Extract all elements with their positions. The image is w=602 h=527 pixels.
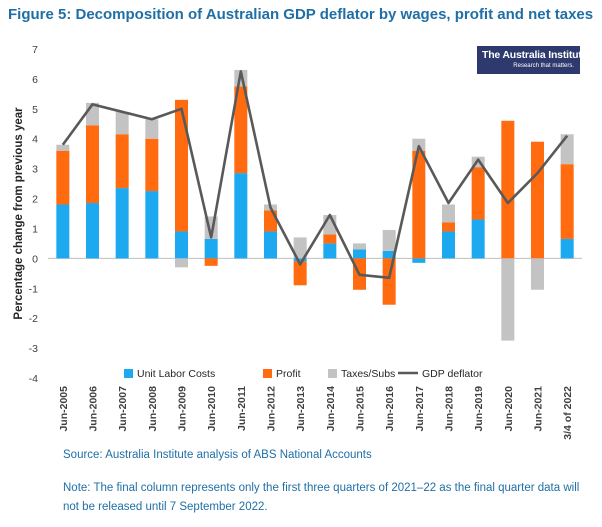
bar-unit-labor-costs xyxy=(293,258,307,262)
bar-taxes-subs xyxy=(56,144,70,151)
bar-profit xyxy=(175,99,188,232)
legend-profit-label: Profit xyxy=(276,368,301,380)
x-tick-label: Jun-2008 xyxy=(147,386,159,432)
chart-bars xyxy=(56,69,574,341)
legend-gdp-deflator-label: GDP deflator xyxy=(422,368,483,380)
legend-profit-swatch xyxy=(263,369,272,378)
legend-taxes-subs-swatch xyxy=(328,369,337,378)
bar-unit-labor-costs xyxy=(382,250,396,259)
bar-profit xyxy=(293,261,307,286)
y-tick-label: 3 xyxy=(32,164,38,176)
y-tick-label: 0 xyxy=(32,253,38,265)
y-tick-label: 1 xyxy=(32,223,38,235)
bar-taxes-subs xyxy=(115,111,129,135)
x-tick-label: Jun-2012 xyxy=(266,386,278,432)
y-tick-label: 5 xyxy=(32,104,38,116)
bar-profit xyxy=(382,258,396,305)
x-tick-label: Jun-2007 xyxy=(117,386,129,432)
x-tick-label: Jun-2016 xyxy=(384,386,396,432)
bar-taxes-subs xyxy=(442,204,455,223)
x-tick-label: Jun-2021 xyxy=(533,386,545,432)
bar-unit-labor-costs xyxy=(234,173,248,259)
x-tick-label: Jun-2005 xyxy=(58,386,70,432)
bar-profit xyxy=(145,138,159,192)
bar-profit xyxy=(560,164,574,239)
y-tick-label: -3 xyxy=(29,343,38,355)
bar-unit-labor-costs xyxy=(323,243,337,259)
bar-taxes-subs xyxy=(531,258,544,290)
x-tick-label: Jun-2020 xyxy=(503,386,515,432)
bar-taxes-subs xyxy=(412,138,426,151)
bar-unit-labor-costs xyxy=(115,188,129,259)
bar-taxes-subs xyxy=(353,243,366,250)
bar-profit xyxy=(115,134,129,189)
bar-unit-labor-costs xyxy=(204,238,218,259)
bar-profit xyxy=(86,125,99,204)
y-tick-label: 4 xyxy=(32,134,38,146)
y-tick-label: 6 xyxy=(32,74,38,86)
gdp-deflator-chart: -4 -3 -2 -1 0 1 2 3 4 5 6 7 Percentage change from p… xyxy=(13,44,582,440)
y-tick-label: -4 xyxy=(29,373,38,385)
y-tick-label: -1 xyxy=(29,283,38,295)
bar-unit-labor-costs xyxy=(175,231,188,259)
bar-taxes-subs xyxy=(145,119,159,139)
gdp-deflator-line xyxy=(61,70,569,280)
x-tick-label: Jun-2013 xyxy=(295,386,307,432)
y-tick-label: 7 xyxy=(32,44,38,56)
x-tick-label: Jun-2009 xyxy=(177,386,189,432)
bar-unit-labor-costs xyxy=(442,231,455,259)
x-tick-label: Jun-2011 xyxy=(236,386,248,431)
x-tick-label: Jun-2006 xyxy=(88,386,100,432)
y-tick-label: -2 xyxy=(29,313,38,325)
bar-unit-labor-costs xyxy=(145,191,159,259)
bar-unit-labor-costs xyxy=(412,258,426,263)
bar-profit xyxy=(412,150,426,259)
chart-labels: -4 -3 -2 -1 0 1 2 3 4 5 6 7 Percentage change from p… xyxy=(13,44,574,440)
legend-unit-labor-costs-swatch xyxy=(124,369,133,378)
bar-taxes-subs xyxy=(560,134,574,165)
y-axis-title: Percentage change from previous year xyxy=(13,107,25,320)
legend-taxes-subs-label: Taxes/Subs xyxy=(341,368,395,380)
logo-tagline: Research that matters. xyxy=(513,63,574,69)
x-tick-label: Jun-2017 xyxy=(414,386,426,432)
x-tick-label: Jun-2018 xyxy=(444,386,456,432)
chart-legend: Unit Labor Costs Profit Taxes/Subs GDP defl… xyxy=(124,368,483,380)
bar-unit-labor-costs xyxy=(86,203,99,259)
chart-line xyxy=(61,70,569,280)
logo-name: The Australia Institute xyxy=(482,49,588,61)
x-tick-label: Jun-2014 xyxy=(325,386,337,432)
x-tick-label: 3/4 of 2022 xyxy=(562,386,574,440)
bar-profit xyxy=(56,150,70,205)
bar-profit xyxy=(234,86,248,174)
bar-unit-labor-costs xyxy=(560,238,574,259)
bar-profit xyxy=(501,120,515,259)
legend-unit-labor-costs-label: Unit Labor Costs xyxy=(137,368,215,380)
bar-taxes-subs xyxy=(293,237,307,259)
bar-profit xyxy=(442,222,455,232)
x-tick-label: Jun-2010 xyxy=(206,386,218,432)
bar-unit-labor-costs xyxy=(56,204,70,259)
y-tick-label: 2 xyxy=(32,194,38,206)
bar-unit-labor-costs xyxy=(264,231,277,259)
bar-profit xyxy=(531,141,544,259)
bar-profit xyxy=(204,258,218,266)
x-tick-label: Jun-2019 xyxy=(473,386,485,432)
bar-unit-labor-costs xyxy=(471,219,485,259)
bar-profit xyxy=(471,167,485,220)
bar-taxes-subs xyxy=(501,258,515,341)
bar-profit xyxy=(323,234,337,244)
bar-unit-labor-costs xyxy=(353,249,366,259)
source-note: Source: Australia Institute analysis of … xyxy=(63,449,372,461)
footnote: Note: The final column represents only t… xyxy=(63,482,580,513)
x-tick-label: Jun-2015 xyxy=(355,386,367,432)
bar-taxes-subs xyxy=(382,229,396,251)
australia-institute-logo: The Australia Institute Research that ma… xyxy=(477,46,587,74)
figure-title: Figure 5: Decomposition of Australian GD… xyxy=(8,6,594,23)
bar-taxes-subs xyxy=(175,258,188,268)
